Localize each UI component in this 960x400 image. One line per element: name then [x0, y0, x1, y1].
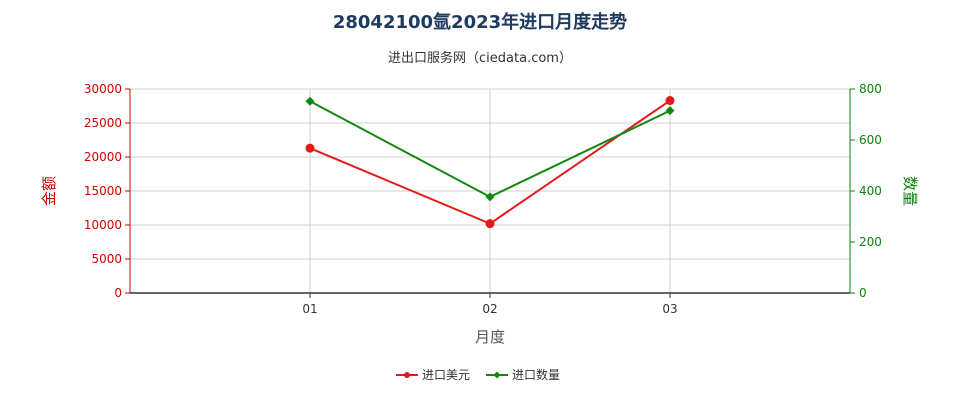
chart-title: 28042100氩2023年进口月度走势 — [333, 11, 627, 33]
x-tick-label: 02 — [482, 302, 497, 316]
legend: 进口美元 进口数量 — [396, 367, 560, 382]
data-point-2 — [485, 192, 495, 202]
legend-label: 进口数量 — [512, 367, 560, 382]
axes: 0 5000 10000 15000 20000 25000 30000 01 02 03 0 200… — [84, 82, 882, 316]
y-left-tick-label: 15000 — [84, 184, 122, 198]
y-left-tick-label: 0 — [114, 286, 122, 300]
y-right-tick-label: 600 — [859, 133, 882, 147]
x-tick-label: 01 — [302, 302, 317, 316]
y-left-tick-label: 30000 — [84, 82, 122, 96]
data-point-1 — [305, 143, 315, 153]
x-axis-label: 月度 — [475, 328, 505, 346]
legend-swatch-marker — [404, 372, 410, 378]
y-right-tick-label: 200 — [859, 235, 882, 249]
y-axis-right-label: 数量 — [901, 176, 919, 206]
y-left-tick-label: 20000 — [84, 150, 122, 164]
grid — [130, 88, 850, 293]
y-left-tick-label: 25000 — [84, 116, 122, 130]
data-point-2 — [305, 96, 315, 106]
x-tick-label: 03 — [662, 302, 677, 316]
legend-label: 进口美元 — [422, 368, 470, 382]
data-point-1 — [485, 219, 495, 229]
y-left-tick-label: 10000 — [84, 218, 122, 232]
y-right-tick-label: 400 — [859, 184, 882, 198]
legend-swatch-marker — [493, 371, 501, 379]
series-layer — [305, 96, 675, 229]
y-right-tick-label: 0 — [859, 286, 867, 300]
data-point-2 — [665, 106, 675, 116]
chart-subtitle: 进出口服务网（ciedata.com） — [388, 50, 572, 66]
y-left-tick-label: 5000 — [91, 252, 122, 266]
y-right-tick-label: 800 — [859, 82, 882, 96]
data-point-1 — [665, 96, 675, 106]
y-axis-left-label: 金额 — [40, 176, 58, 206]
